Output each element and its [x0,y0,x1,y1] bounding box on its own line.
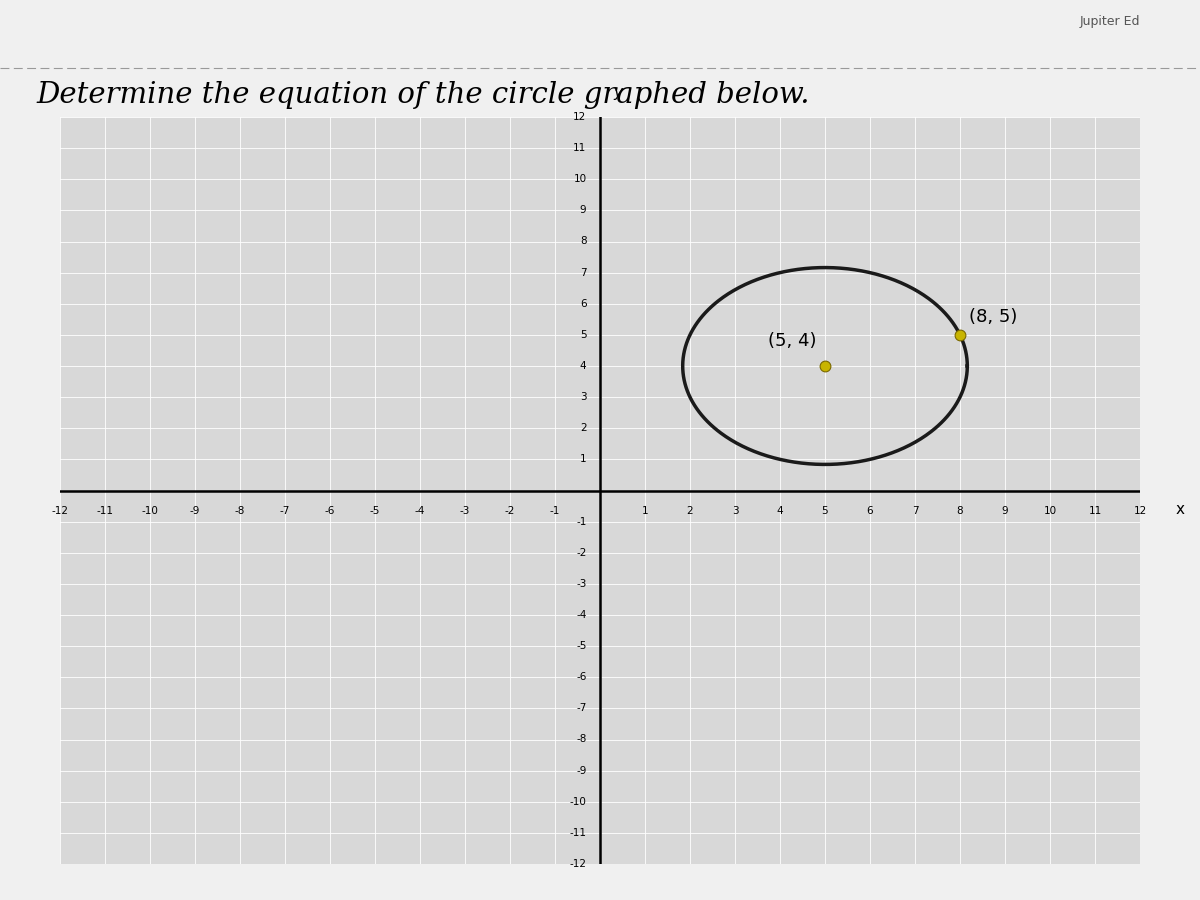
Text: Jupiter Ed: Jupiter Ed [1080,15,1140,28]
Text: 5: 5 [822,506,828,516]
Text: 3: 3 [732,506,738,516]
Text: -10: -10 [142,506,158,516]
Text: -8: -8 [576,734,587,744]
Text: -7: -7 [280,506,290,516]
Text: -2: -2 [505,506,515,516]
Text: -5: -5 [370,506,380,516]
Point [950,328,970,342]
Text: 4: 4 [580,361,587,371]
Text: -12: -12 [570,859,587,869]
Text: 8: 8 [580,237,587,247]
Text: x: x [1176,501,1186,517]
Text: 9: 9 [1002,506,1008,516]
Text: 11: 11 [1088,506,1102,516]
Text: 10: 10 [1044,506,1056,516]
Text: 5: 5 [580,330,587,340]
Text: -6: -6 [325,506,335,516]
Text: -1: -1 [576,517,587,526]
Point [816,359,835,374]
Text: -6: -6 [576,672,587,682]
Text: 2: 2 [686,506,694,516]
Text: 8: 8 [956,506,964,516]
Text: -8: -8 [235,506,245,516]
Text: (5, 4): (5, 4) [768,332,816,350]
Text: y: y [613,85,623,100]
Text: Determine the equation of the circle graphed below.: Determine the equation of the circle gra… [36,81,810,109]
Text: 7: 7 [580,267,587,277]
Text: 7: 7 [912,506,918,516]
Text: -12: -12 [52,506,68,516]
Text: -9: -9 [190,506,200,516]
Text: -4: -4 [576,610,587,620]
Text: (8, 5): (8, 5) [970,308,1018,326]
Text: -11: -11 [570,828,587,838]
Text: 1: 1 [580,454,587,464]
Text: 9: 9 [580,205,587,215]
Text: 3: 3 [580,392,587,402]
Text: -5: -5 [576,641,587,651]
Text: 11: 11 [574,143,587,153]
Text: 12: 12 [574,112,587,122]
Text: 4: 4 [776,506,784,516]
Text: -2: -2 [576,548,587,558]
Text: -1: -1 [550,506,560,516]
Text: -3: -3 [460,506,470,516]
Text: -9: -9 [576,766,587,776]
Text: 10: 10 [574,175,587,184]
Text: -7: -7 [576,704,587,714]
Text: 2: 2 [580,423,587,433]
Text: -4: -4 [415,506,425,516]
Text: 12: 12 [1133,506,1147,516]
Text: -10: -10 [570,796,587,806]
Text: -3: -3 [576,579,587,589]
Text: -11: -11 [96,506,114,516]
Text: 6: 6 [866,506,874,516]
Text: 1: 1 [642,506,648,516]
Text: 6: 6 [580,299,587,309]
